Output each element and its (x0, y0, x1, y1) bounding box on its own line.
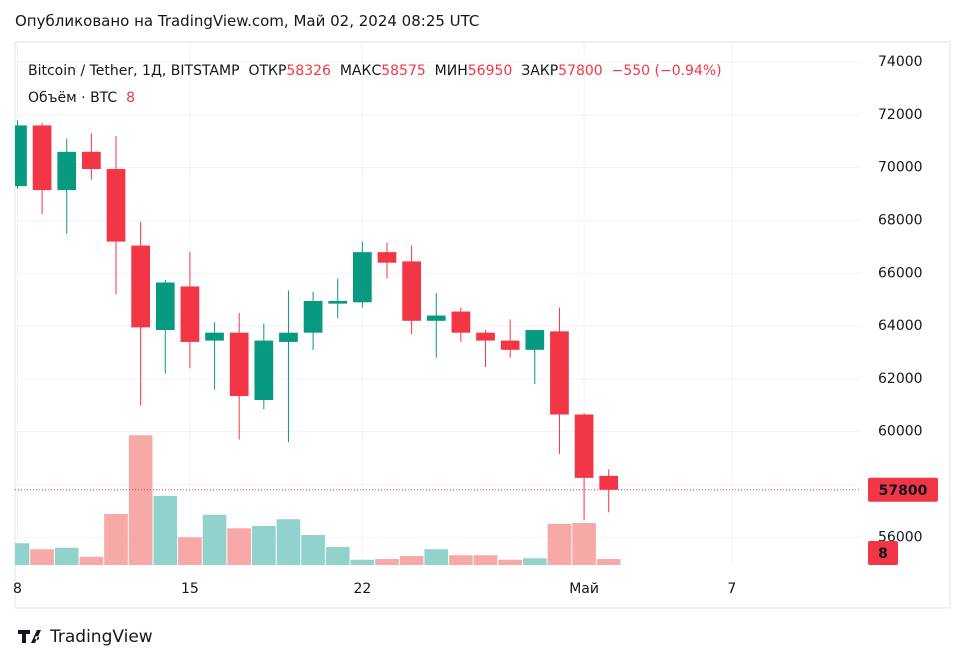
candle-body (205, 332, 224, 341)
candle-body (377, 252, 397, 263)
volume-bar (350, 559, 375, 565)
y-tick-label: 66000 (878, 265, 923, 281)
candle-body (500, 340, 520, 350)
x-tick-label: 8 (13, 581, 22, 597)
volume-bar (498, 559, 522, 565)
volume-bar (227, 528, 252, 565)
volume-bar (301, 535, 325, 565)
candle-body (328, 300, 348, 304)
candle-body (476, 332, 495, 341)
volume-bar (276, 519, 301, 565)
volume-bar (178, 537, 202, 565)
candle-body (254, 340, 274, 400)
volume-bar (449, 555, 473, 565)
ohlc-label: МИН (434, 63, 468, 79)
candle-body (599, 475, 619, 490)
candle-body (32, 125, 52, 191)
ohlc-value: 56950 (467, 63, 513, 79)
candle-body (574, 414, 594, 478)
candle-body (82, 151, 101, 169)
x-tick-label: Май (569, 581, 599, 597)
price-label: 57800 (879, 483, 928, 499)
x-tick-label: 7 (727, 581, 736, 597)
y-tick-label: 62000 (878, 371, 923, 387)
candle-body (57, 151, 77, 191)
volume-label: 8 (878, 546, 888, 562)
ohlc-value: 57800 (558, 63, 603, 79)
y-tick-label: 72000 (878, 107, 923, 123)
volume-bar (54, 547, 79, 565)
volume-bar (202, 514, 227, 565)
volume-bar (15, 543, 30, 565)
candle-body (402, 261, 421, 321)
x-tick-label: 15 (181, 581, 199, 597)
ohlc-value: 58326 (286, 63, 331, 79)
volume-bar (104, 514, 128, 565)
volume-bar (79, 556, 104, 565)
candle-body (131, 245, 151, 328)
volume-bar (325, 547, 350, 565)
volume-value: 8 (126, 90, 136, 106)
y-tick-label: 74000 (878, 54, 923, 70)
candle-body (353, 252, 372, 303)
y-tick-label: 64000 (878, 318, 923, 334)
published: Опубликовано на TradingView.com, Май 02,… (15, 12, 480, 30)
volume-bar (547, 523, 572, 565)
volume-bar (30, 549, 54, 565)
candle-body (106, 168, 126, 242)
volume-bar (251, 526, 276, 565)
y-tick-label: 60000 (878, 424, 923, 440)
volume-bar (399, 556, 424, 565)
y-tick-label: 70000 (878, 160, 923, 176)
candle-body (155, 282, 175, 331)
volume-bar (596, 559, 621, 565)
price-badge (868, 477, 938, 502)
change: −550 (−0.94%) (611, 63, 722, 79)
candle-body (550, 331, 569, 415)
candle-body (229, 332, 249, 397)
volume-bar (522, 558, 547, 565)
plot (15, 120, 860, 565)
y-tick-label: 68000 (878, 212, 923, 228)
candle-body (426, 315, 446, 321)
frame (14, 41, 951, 609)
volume-bar (473, 555, 498, 565)
grid (15, 42, 860, 565)
symbol: Bitcoin / Tether, 1Д, BITSTAMP (28, 63, 240, 79)
logo (18, 630, 41, 643)
x-tick-label: 22 (353, 581, 371, 597)
candle-body (451, 311, 471, 333)
candle-body (15, 125, 27, 187)
ohlc-value: 58575 (381, 63, 426, 79)
brand: TradingView (50, 627, 153, 647)
volume-bar (153, 496, 178, 565)
volume-bar (572, 523, 596, 565)
volume-bar (128, 435, 153, 565)
volume-title: Объём · BTC (28, 90, 118, 106)
volume-bar (375, 559, 399, 565)
candle-body (303, 300, 323, 333)
axes: 5600058000600006200064000660006800070000… (13, 54, 938, 597)
volume-badge (868, 541, 898, 565)
candle-body (180, 286, 200, 342)
legend: Bitcoin / Tether, 1Д, BITSTAMP ОТКР58326… (28, 58, 722, 112)
volume-bar (424, 549, 449, 565)
candle-body (279, 332, 298, 342)
candle-body (525, 330, 545, 350)
ohlc-label: ЗАКР (521, 63, 559, 79)
ohlc-label: ОТКР (248, 63, 287, 79)
ohlc-label: МАКС (339, 63, 382, 79)
